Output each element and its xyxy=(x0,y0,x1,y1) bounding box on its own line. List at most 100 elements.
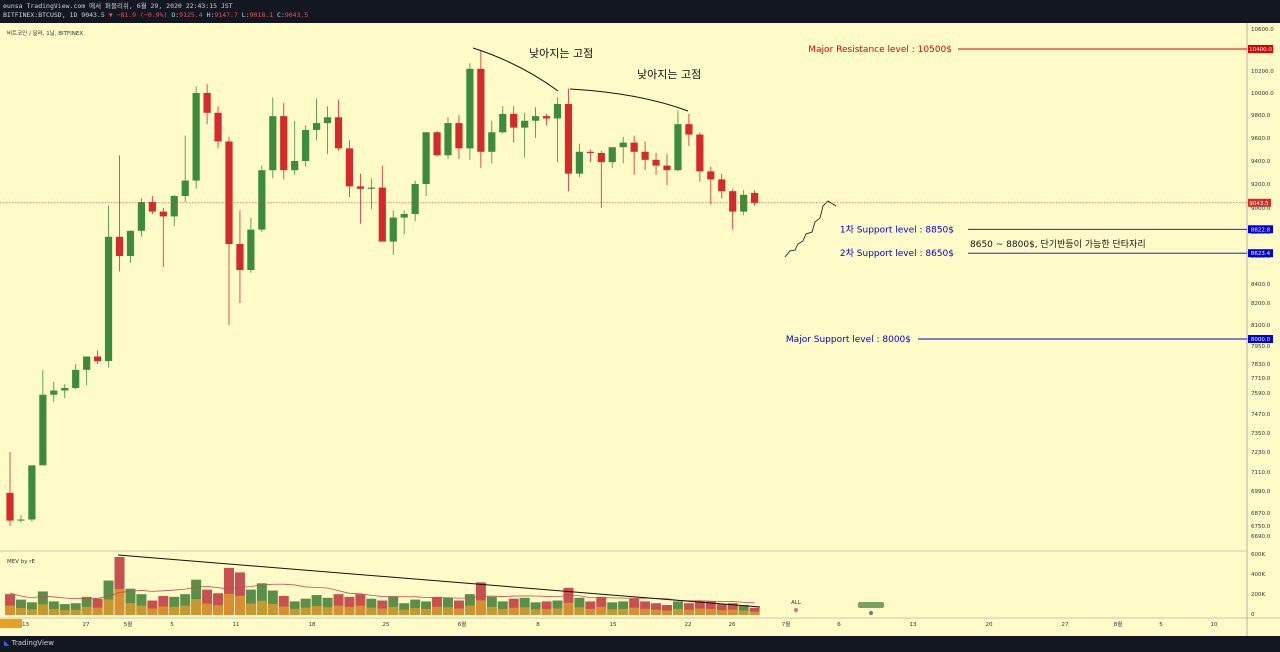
x-tick-label: 5 xyxy=(170,622,174,628)
candle-body xyxy=(247,229,255,270)
y-tick-label: 7950.0 xyxy=(1251,344,1271,350)
volume-bar xyxy=(355,594,366,615)
x-tick-label: 27 xyxy=(1062,622,1069,628)
level-tag-text: 10400.0 xyxy=(1249,47,1272,53)
price-chart[interactable]: 비트코인 / 달러, 1날, BITFINEX MEV by rE 10600.… xyxy=(0,23,1280,636)
candle-body xyxy=(280,116,288,171)
volume-bar-lower xyxy=(37,604,48,615)
volume-ma-line xyxy=(9,583,755,604)
candle-body xyxy=(28,465,36,520)
y-tick-label: 7230.0 xyxy=(1251,450,1271,456)
candle-body xyxy=(477,68,485,152)
volume-bar xyxy=(344,596,355,615)
volume-bar xyxy=(125,588,136,615)
candle-body xyxy=(444,123,452,156)
volume-bar-lower xyxy=(443,607,453,615)
candle-body xyxy=(707,171,715,180)
volume-bar-lower xyxy=(410,608,421,615)
volume-bar xyxy=(103,580,114,615)
volume-bar-lower xyxy=(344,606,355,615)
volume-bar-lower xyxy=(147,608,158,615)
volume-tick-label: 200K xyxy=(1251,592,1265,598)
volume-tick-label: 600K xyxy=(1251,552,1265,558)
volume-bar xyxy=(519,597,530,615)
volume-bar-lower xyxy=(5,605,15,615)
levels: Major Resistance level : 10500$ 10400.0 1차… xyxy=(786,45,1273,345)
volume-bar xyxy=(486,596,497,615)
open-value: 9125.4 xyxy=(179,11,203,19)
publish-info: eunsa TradingView.com 에서 퍼블리쉬, 6월 29, 20… xyxy=(3,2,233,10)
annotation-scalp-zone: 8650 ~ 8800$, 단기반등이 가능한 단타자리 xyxy=(970,239,1146,250)
volume-bar xyxy=(114,557,125,615)
volume-bar xyxy=(234,572,245,615)
volume-tick-label: 0 xyxy=(1251,612,1255,618)
annotation-lower-high-2: 낮아지는 고점 xyxy=(637,68,701,81)
volume-bar xyxy=(81,596,92,615)
volume-bar xyxy=(213,593,224,615)
volume-bar-lower xyxy=(585,608,596,615)
level-tag xyxy=(1248,225,1273,234)
y-tick-label: 7110.0 xyxy=(1251,470,1271,476)
candle-body xyxy=(367,187,375,189)
volume-bar-lower xyxy=(421,608,432,615)
volume-marker-all: ALL xyxy=(791,600,802,606)
candle-body xyxy=(50,390,58,395)
y-tick-label: 6990.0 xyxy=(1251,489,1271,495)
volume-bar xyxy=(563,587,574,615)
marker-dot-icon xyxy=(794,608,798,612)
volume-bar-lower xyxy=(355,605,366,615)
candle-body xyxy=(652,159,660,166)
volume-bar xyxy=(694,600,705,615)
y-tick-label: 10200.0 xyxy=(1251,69,1274,75)
volume-bar xyxy=(716,604,727,615)
volume-bar-lower xyxy=(432,606,443,615)
volume-bar xyxy=(180,594,191,615)
volume-bar-lower xyxy=(48,608,59,615)
candle-body xyxy=(608,147,616,163)
volume-bar-lower xyxy=(213,605,224,615)
candle-body xyxy=(510,113,518,128)
low-value: 9018.1 xyxy=(249,11,274,19)
x-tick-label: 22 xyxy=(685,622,692,628)
volume-bar xyxy=(147,600,158,615)
volume-bar-lower xyxy=(26,609,37,615)
candle-body xyxy=(586,151,594,153)
x-tick-label: 5 xyxy=(1159,622,1163,628)
price-axis[interactable] xyxy=(1247,23,1280,636)
volume-bar xyxy=(475,582,486,615)
bounce-path-sketch xyxy=(784,200,837,258)
volume-bar-lower xyxy=(607,609,618,615)
volume-bar xyxy=(541,601,552,615)
candle-body xyxy=(674,124,682,171)
y-tick-label: 7590.0 xyxy=(1251,391,1271,397)
volume-bar-lower xyxy=(640,608,651,615)
candle-body xyxy=(532,116,540,121)
level-tag-text: 8623.4 xyxy=(1251,251,1271,257)
volume-bar-lower xyxy=(202,603,213,615)
volume-bar xyxy=(136,594,147,615)
candle-body xyxy=(302,129,310,161)
volume-bar-lower xyxy=(705,608,716,615)
candle-body xyxy=(751,193,759,203)
candle-body xyxy=(553,104,562,119)
volume-bar-lower xyxy=(475,600,486,615)
last-price: 9043.5 xyxy=(81,11,105,19)
volume-bar xyxy=(629,598,640,615)
volume-bar-lower xyxy=(508,607,519,615)
volume-bar-lower xyxy=(92,607,103,615)
open-label: O: xyxy=(171,11,180,19)
volume-bar-lower xyxy=(224,593,234,615)
volume-bar xyxy=(300,598,311,615)
y-tick-label: 7710.0 xyxy=(1251,376,1271,382)
candle-body xyxy=(269,116,277,171)
level-label: 1차 Support level : 8850$ xyxy=(840,223,954,235)
x-tick-label: 25 xyxy=(383,622,390,628)
tradingview-logo[interactable]: ◣ TradingView xyxy=(4,639,54,647)
time-axis[interactable] xyxy=(0,618,1247,636)
y-tick-label: 8100.0 xyxy=(1251,323,1271,329)
volume-bar-lower xyxy=(114,588,125,615)
volume-tick-labels: 600K 400K 200K 0 xyxy=(1251,552,1265,618)
chart-background xyxy=(0,23,1247,618)
candle-body xyxy=(542,116,551,119)
candle-body xyxy=(597,152,605,163)
